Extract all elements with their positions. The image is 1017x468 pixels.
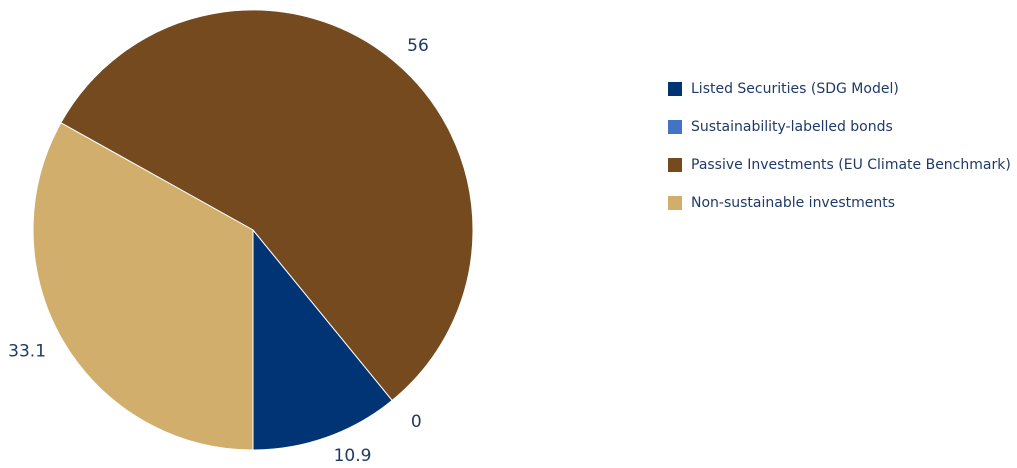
legend-label-passive-investments: Passive Investments (EU Climate Benchmar… bbox=[691, 157, 1011, 173]
legend-label-listed-securities: Listed Securities (SDG Model) bbox=[691, 81, 899, 97]
pie-slices bbox=[32, 9, 474, 451]
data-label-non-sustainable-investments: 33.1 bbox=[8, 342, 46, 362]
legend-label-non-sustainable-investments: Non-sustainable investments bbox=[691, 195, 896, 211]
legend-swatch-passive-investments bbox=[668, 158, 682, 172]
legend: Listed Securities (SDG Model) Sustainabi… bbox=[668, 70, 1017, 222]
legend-label-sustainability-labelled-bonds: Sustainability-labelled bonds bbox=[691, 119, 893, 135]
pie-slice-non-sustainable-investments bbox=[32, 122, 254, 451]
legend-item-non-sustainable-investments: Non-sustainable investments bbox=[668, 184, 1017, 222]
pie-slice-passive-investments bbox=[60, 9, 474, 402]
legend-swatch-non-sustainable-investments bbox=[668, 196, 682, 210]
legend-swatch-sustainability-labelled-bonds bbox=[668, 120, 682, 134]
pie-data-labels: 10.9 0 56 33.1 bbox=[8, 36, 429, 466]
data-label-listed-securities: 10.9 bbox=[334, 446, 372, 466]
legend-item-listed-securities: Listed Securities (SDG Model) bbox=[668, 70, 1017, 108]
legend-item-passive-investments: Passive Investments (EU Climate Benchmar… bbox=[668, 146, 1017, 184]
data-label-sustainability-labelled-bonds: 0 bbox=[411, 412, 422, 432]
data-label-passive-investments: 56 bbox=[407, 36, 429, 56]
legend-swatch-listed-securities bbox=[668, 82, 682, 96]
pie-slice-listed-securities bbox=[252, 228, 393, 451]
legend-item-sustainability-labelled-bonds: Sustainability-labelled bonds bbox=[668, 108, 1017, 146]
